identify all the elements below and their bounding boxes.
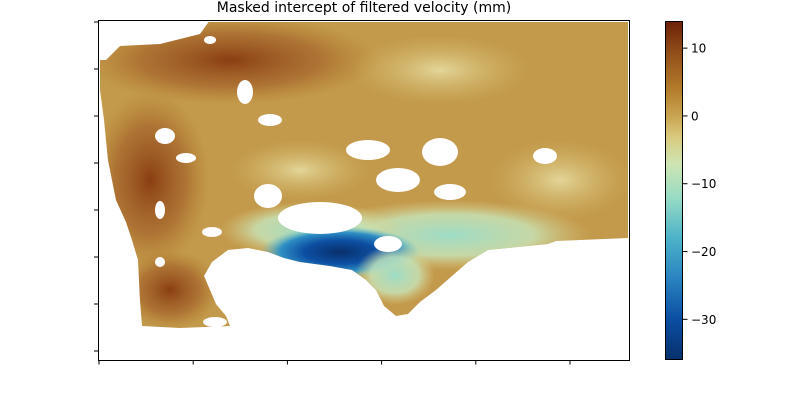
colorbar-tick-label: −20 xyxy=(691,245,716,259)
colorbar-tick-label: 0 xyxy=(691,109,699,123)
masked-regions xyxy=(100,20,557,327)
colorbar-tick-label: 10 xyxy=(691,42,706,56)
heatmap-image xyxy=(100,22,628,328)
colorbar-tick-label: −10 xyxy=(691,177,716,191)
x-ticks xyxy=(98,360,571,365)
colorbar-tick-label: −30 xyxy=(691,313,716,327)
colorbar xyxy=(665,21,683,360)
colorbar-frame xyxy=(665,21,683,360)
y-ticks xyxy=(94,21,99,352)
plot-frame xyxy=(98,20,630,361)
chart-title: Masked intercept of filtered velocity (m… xyxy=(217,0,511,16)
colorbar-ticks: 10 0 −10 −20 −30 xyxy=(683,42,716,327)
